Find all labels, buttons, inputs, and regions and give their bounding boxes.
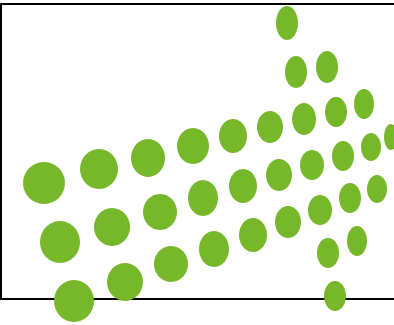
- green-dot: [154, 246, 188, 282]
- green-dot: [325, 97, 347, 127]
- green-dot: [143, 194, 177, 230]
- green-dot: [107, 263, 143, 301]
- green-dot: [94, 208, 130, 246]
- green-dot: [347, 226, 367, 256]
- green-dot: [317, 238, 339, 268]
- green-dot: [219, 119, 247, 153]
- green-dot: [54, 280, 94, 322]
- green-dot: [285, 56, 307, 88]
- green-dot: [384, 124, 394, 150]
- frame-border: [0, 3, 394, 300]
- green-dot: [367, 175, 387, 203]
- green-dot: [324, 281, 346, 311]
- green-dot: [23, 162, 65, 204]
- green-dot: [266, 159, 292, 191]
- green-dot: [292, 103, 316, 135]
- green-dot: [80, 149, 118, 189]
- green-dot: [361, 133, 381, 161]
- green-dot: [308, 195, 332, 225]
- green-dot: [40, 221, 80, 263]
- green-dot: [257, 111, 283, 143]
- green-dot: [188, 180, 218, 216]
- green-dot: [177, 128, 209, 164]
- green-dot: [339, 183, 361, 213]
- green-dot: [239, 218, 267, 252]
- green-dot: [131, 139, 165, 177]
- green-dot: [199, 231, 229, 267]
- green-dot: [354, 89, 374, 119]
- dots-layer: [23, 6, 394, 322]
- green-dot: [332, 141, 354, 171]
- green-dot: [276, 6, 298, 40]
- green-dot: [275, 206, 301, 238]
- green-dot: [229, 169, 257, 203]
- green-dot: [300, 150, 324, 180]
- green-dot: [316, 51, 338, 83]
